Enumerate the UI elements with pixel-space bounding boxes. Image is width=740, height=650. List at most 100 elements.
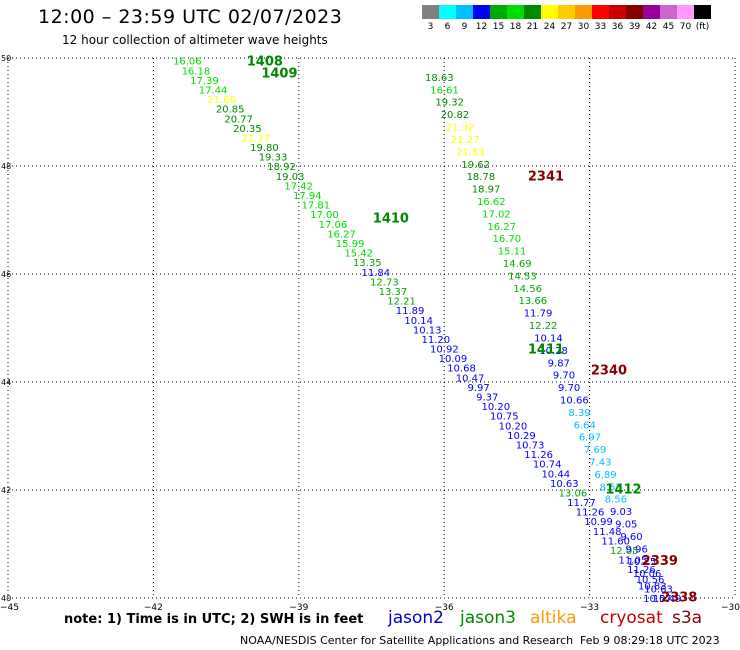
wave-height-value: 11.26: [524, 450, 553, 461]
wave-height-value: 11.26: [627, 565, 656, 576]
pass-time-label: 1409: [261, 67, 297, 82]
wave-height-value: 9.05: [615, 520, 637, 531]
wave-height-value: 16.61: [430, 85, 459, 96]
legend-swatch: [490, 5, 507, 19]
pass-time-label: 2339: [642, 554, 678, 569]
x-tick-label: −30: [721, 603, 740, 613]
wave-height-value: 10.44: [541, 469, 570, 480]
wave-height-value: 17.94: [293, 191, 322, 202]
footnote: note: 1) Time is in UTC; 2) SWH is in fe…: [64, 612, 364, 627]
wave-height-value: 18.92: [267, 162, 296, 173]
y-tick-label: 40: [1, 594, 11, 603]
wave-height-value: 13.66: [519, 296, 548, 307]
legend-swatch: [643, 5, 660, 19]
legend-label: (ft): [695, 22, 710, 32]
wave-height-value: 11.84: [362, 268, 391, 279]
wave-height-value: 16.06: [173, 57, 202, 68]
wave-height-value: 8.55: [600, 482, 622, 493]
wave-height-value: 7.69: [584, 445, 606, 456]
wave-height-value: 9.03: [610, 507, 632, 518]
x-tick-label: −42: [144, 603, 163, 613]
x-tick-label: −39: [289, 603, 308, 613]
wave-height-value: 18.97: [472, 185, 501, 196]
wave-height-value: 14.69: [503, 259, 532, 270]
wave-height-value: 17.81: [302, 201, 331, 212]
wave-height-value: 15.42: [344, 249, 373, 260]
satellite-name-s3a: s3a: [672, 608, 703, 628]
legend-label: 70: [679, 22, 692, 32]
wave-height-value: 9.70: [553, 371, 575, 382]
wave-height-value: 17.44: [199, 85, 228, 96]
wave-height-value: 6.64: [574, 420, 596, 431]
legend-label: 39: [628, 22, 641, 32]
x-tick-label: −33: [580, 603, 599, 613]
legend-swatch: [473, 5, 490, 19]
wave-height-value: 10.14: [404, 316, 433, 327]
wave-height-value: 10.13: [413, 325, 442, 336]
wave-height-value: 10.75: [490, 412, 519, 423]
legend-label: 9: [461, 22, 468, 32]
wave-height-value: 11.20: [421, 335, 450, 346]
legend-label: 30: [577, 22, 590, 32]
satellite-name-jason2: jason2: [388, 608, 444, 628]
wave-height-value: 11.89: [396, 306, 425, 317]
wave-height-value: 9.97: [468, 383, 490, 394]
legend-label: 12: [475, 22, 488, 32]
wave-height-value: 10.63: [644, 584, 673, 595]
wave-height-value: 19.33: [259, 153, 288, 164]
wave-height-value: 19.80: [250, 143, 279, 154]
wave-height-value: 17.39: [190, 76, 219, 87]
x-tick-label: −36: [435, 603, 454, 613]
generated-timestamp: Feb 9 08:29:18 UTC 2023: [580, 634, 720, 647]
wave-height-value: 12.21: [387, 297, 416, 308]
wave-height-value: 11.48: [593, 527, 622, 538]
wave-height-value: 17.42: [284, 181, 313, 192]
wave-height-value: 7.43: [589, 458, 611, 469]
legend-label: 6: [444, 22, 451, 32]
x-tick-label: −45: [0, 603, 19, 613]
legend-label: 15: [492, 22, 505, 32]
pass-time-label: 1411: [528, 343, 564, 358]
pass-time-label: 2341: [528, 170, 564, 185]
wave-height-value: 20.77: [224, 114, 253, 125]
wave-height-value: 8.39: [568, 408, 590, 419]
legend-label: 36: [611, 22, 624, 32]
legend-label: 18: [509, 22, 522, 32]
wave-height-value: 9.70: [558, 383, 580, 394]
wave-height-value: 8.56: [605, 495, 627, 506]
legend-swatch: [439, 5, 456, 19]
wave-height-value: 10.25: [628, 557, 657, 568]
wave-height-value: 10.20: [481, 402, 510, 413]
wave-height-value: 9.37: [476, 393, 498, 404]
chart-title: 12:00 – 23:59 UTC 02/07/2023: [38, 6, 343, 28]
legend-swatch: [626, 5, 643, 19]
wave-height-value: 10.99: [584, 517, 613, 528]
legend-swatch: [507, 5, 524, 19]
wave-height-value: 10.09: [439, 354, 468, 365]
wave-height-value: 11.77: [567, 498, 596, 509]
wave-height-value: 9.96: [626, 544, 648, 555]
wave-height-value: 16.27: [327, 229, 356, 240]
wave-height-value: 6.89: [594, 470, 616, 481]
wave-height-value: 16.18: [182, 66, 211, 77]
pass-time-label: 2338: [661, 590, 697, 605]
legend-swatch: [558, 5, 575, 19]
wave-height-value: 9.87: [548, 358, 570, 369]
legend-swatch: [609, 5, 626, 19]
legend-swatch: [524, 5, 541, 19]
wave-height-value: 10.06: [633, 569, 662, 580]
wave-height-value: 10.73: [516, 440, 545, 451]
wave-height-value: 10.20: [499, 421, 528, 432]
wave-height-value: 10.56: [636, 575, 665, 586]
wave-height-value: 21.27: [451, 135, 480, 146]
wave-height-value: 10.83: [638, 582, 667, 593]
wave-height-value: 11.05: [619, 556, 648, 567]
wave-height-value: 11.60: [601, 536, 630, 547]
credit-text: NOAA/NESDIS Center for Satellite Applica…: [240, 634, 574, 647]
wave-height-value: 13.06: [559, 488, 588, 499]
chart-subtitle: 12 hour collection of altimeter wave hei…: [62, 33, 328, 47]
satellite-name-altika: altika: [530, 608, 577, 628]
y-tick-label: 46: [1, 270, 11, 279]
y-tick-label: 48: [1, 162, 11, 171]
wave-height-value: 6.97: [579, 433, 601, 444]
